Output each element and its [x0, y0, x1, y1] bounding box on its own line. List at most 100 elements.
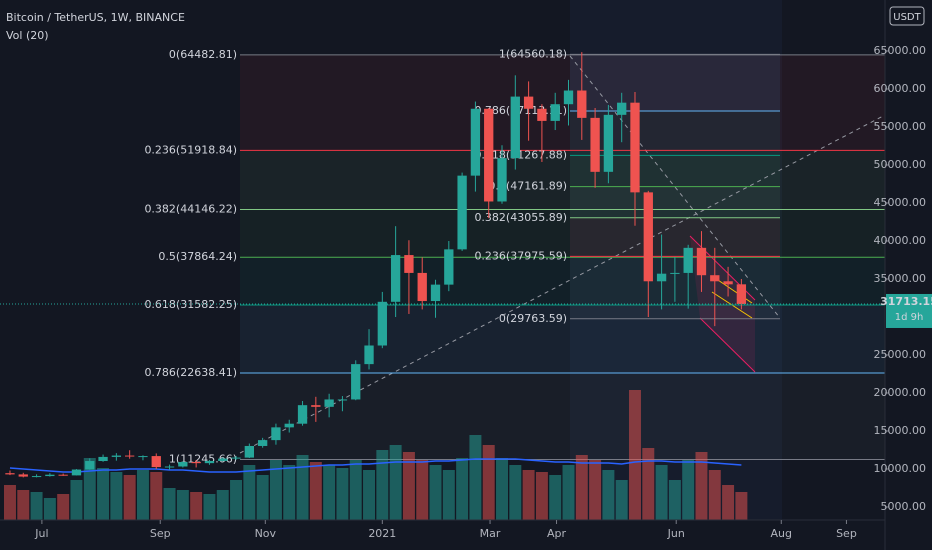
fib-label: 0.382(43055.89) [474, 211, 567, 224]
fib-label: 0(29763.59) [499, 312, 567, 325]
candle-body [617, 102, 627, 115]
y-tick-label: 15000.00 [874, 424, 927, 437]
candle-body [45, 474, 55, 477]
candle-body [590, 117, 600, 172]
x-tick-label: Mar [480, 527, 501, 540]
volume-bar [708, 470, 721, 520]
candle-body [430, 284, 441, 302]
y-tick-label: 60000.00 [874, 82, 927, 95]
candle-body [404, 255, 414, 273]
volume-bar [482, 445, 495, 520]
fib-label: 0.618(51267.88) [474, 148, 567, 161]
fib-zone [570, 186, 780, 218]
x-tick-label: Aug [771, 527, 792, 540]
candle-body [736, 284, 747, 304]
volume-bar [442, 470, 455, 520]
volume-bar [176, 490, 189, 520]
y-tick-label: 40000.00 [874, 234, 927, 247]
volume-bar [522, 470, 535, 520]
price-axis [885, 0, 932, 550]
channel-line [699, 317, 756, 373]
volume-bar [549, 475, 562, 520]
candle-body [563, 90, 574, 105]
volume-bar [655, 465, 668, 520]
candle-body [204, 460, 215, 464]
candle-body [244, 445, 254, 458]
candle-body [656, 273, 667, 282]
volume-bar [509, 465, 522, 520]
volume-ma [9, 458, 742, 473]
candle-body [670, 272, 680, 274]
volume-bar [429, 465, 442, 520]
fib-zone [240, 54, 885, 151]
chart-title: Bitcoin / TetherUS, 1W, BINANCE [6, 11, 185, 24]
candle-body [284, 423, 294, 428]
volume-bar [615, 480, 628, 520]
candle-body [550, 104, 560, 121]
y-tick-label: 25000.00 [874, 348, 927, 361]
fib-label: 0.5(47161.89) [488, 180, 567, 193]
volume-bar [123, 475, 136, 520]
volume-bar [163, 488, 176, 520]
candle-body [138, 456, 148, 458]
volume-bar [629, 390, 641, 520]
candle-body [603, 114, 614, 172]
volume-bar [269, 460, 282, 520]
candle-body [271, 427, 281, 441]
candle-body [537, 108, 547, 121]
volume-bar [296, 455, 309, 520]
candle-body [364, 345, 374, 365]
candle-body [297, 405, 308, 424]
volume-bar [575, 455, 588, 520]
y-tick-label: 65000.00 [874, 44, 927, 57]
candle-body [257, 440, 268, 446]
candle-body [510, 96, 520, 159]
fib-zone [570, 110, 780, 156]
candle-body [111, 455, 122, 457]
fib-zone [240, 150, 885, 210]
channel [690, 236, 755, 372]
volume-bar [389, 445, 402, 520]
y-tick-label: 55000.00 [874, 120, 927, 133]
volume-bar [309, 462, 322, 520]
volume-bar [336, 468, 349, 520]
fib-zone [240, 372, 885, 460]
volume-bar [256, 475, 269, 520]
fib-zone [240, 257, 885, 305]
volume-bar [695, 452, 708, 520]
candle-body [630, 102, 640, 193]
candle-body [31, 476, 42, 478]
candle-body [98, 456, 108, 462]
volume-bar [456, 458, 469, 520]
volume-bar [535, 472, 548, 520]
candle-body [164, 466, 175, 468]
last-price-label: 31713.15 [880, 295, 932, 308]
fib-zone [570, 54, 780, 111]
fib-label: 1(64560.18) [499, 47, 567, 60]
candle-body [311, 405, 321, 407]
candle-body [151, 456, 161, 468]
fib-label: 0.236(37975.59) [474, 249, 567, 262]
fib-label: 0(64482.81) [169, 48, 237, 61]
currency-box[interactable] [889, 6, 925, 26]
currency[interactable]: USDT [893, 12, 921, 23]
candle-body [85, 461, 95, 470]
volume-bar [110, 472, 123, 520]
candle-body [58, 474, 68, 476]
volume-bar [469, 435, 482, 520]
x-tick-label: Apr [547, 527, 567, 540]
volume-bar [416, 460, 429, 520]
x-tick-label: Sep [150, 527, 171, 540]
candle-body [218, 458, 228, 461]
volume-bar [203, 494, 216, 520]
volume-bar [376, 450, 389, 520]
x-tick-label: Nov [255, 527, 277, 540]
x-tick-label: 2021 [368, 527, 396, 540]
fib-label: 0.382(44146.22) [144, 202, 237, 215]
trend-line [239, 114, 886, 454]
y-tick-label: 10000.00 [874, 462, 927, 475]
candle-body [470, 108, 481, 176]
candle-body [497, 158, 507, 202]
volume-bar [402, 452, 415, 520]
candle-body [710, 275, 720, 282]
